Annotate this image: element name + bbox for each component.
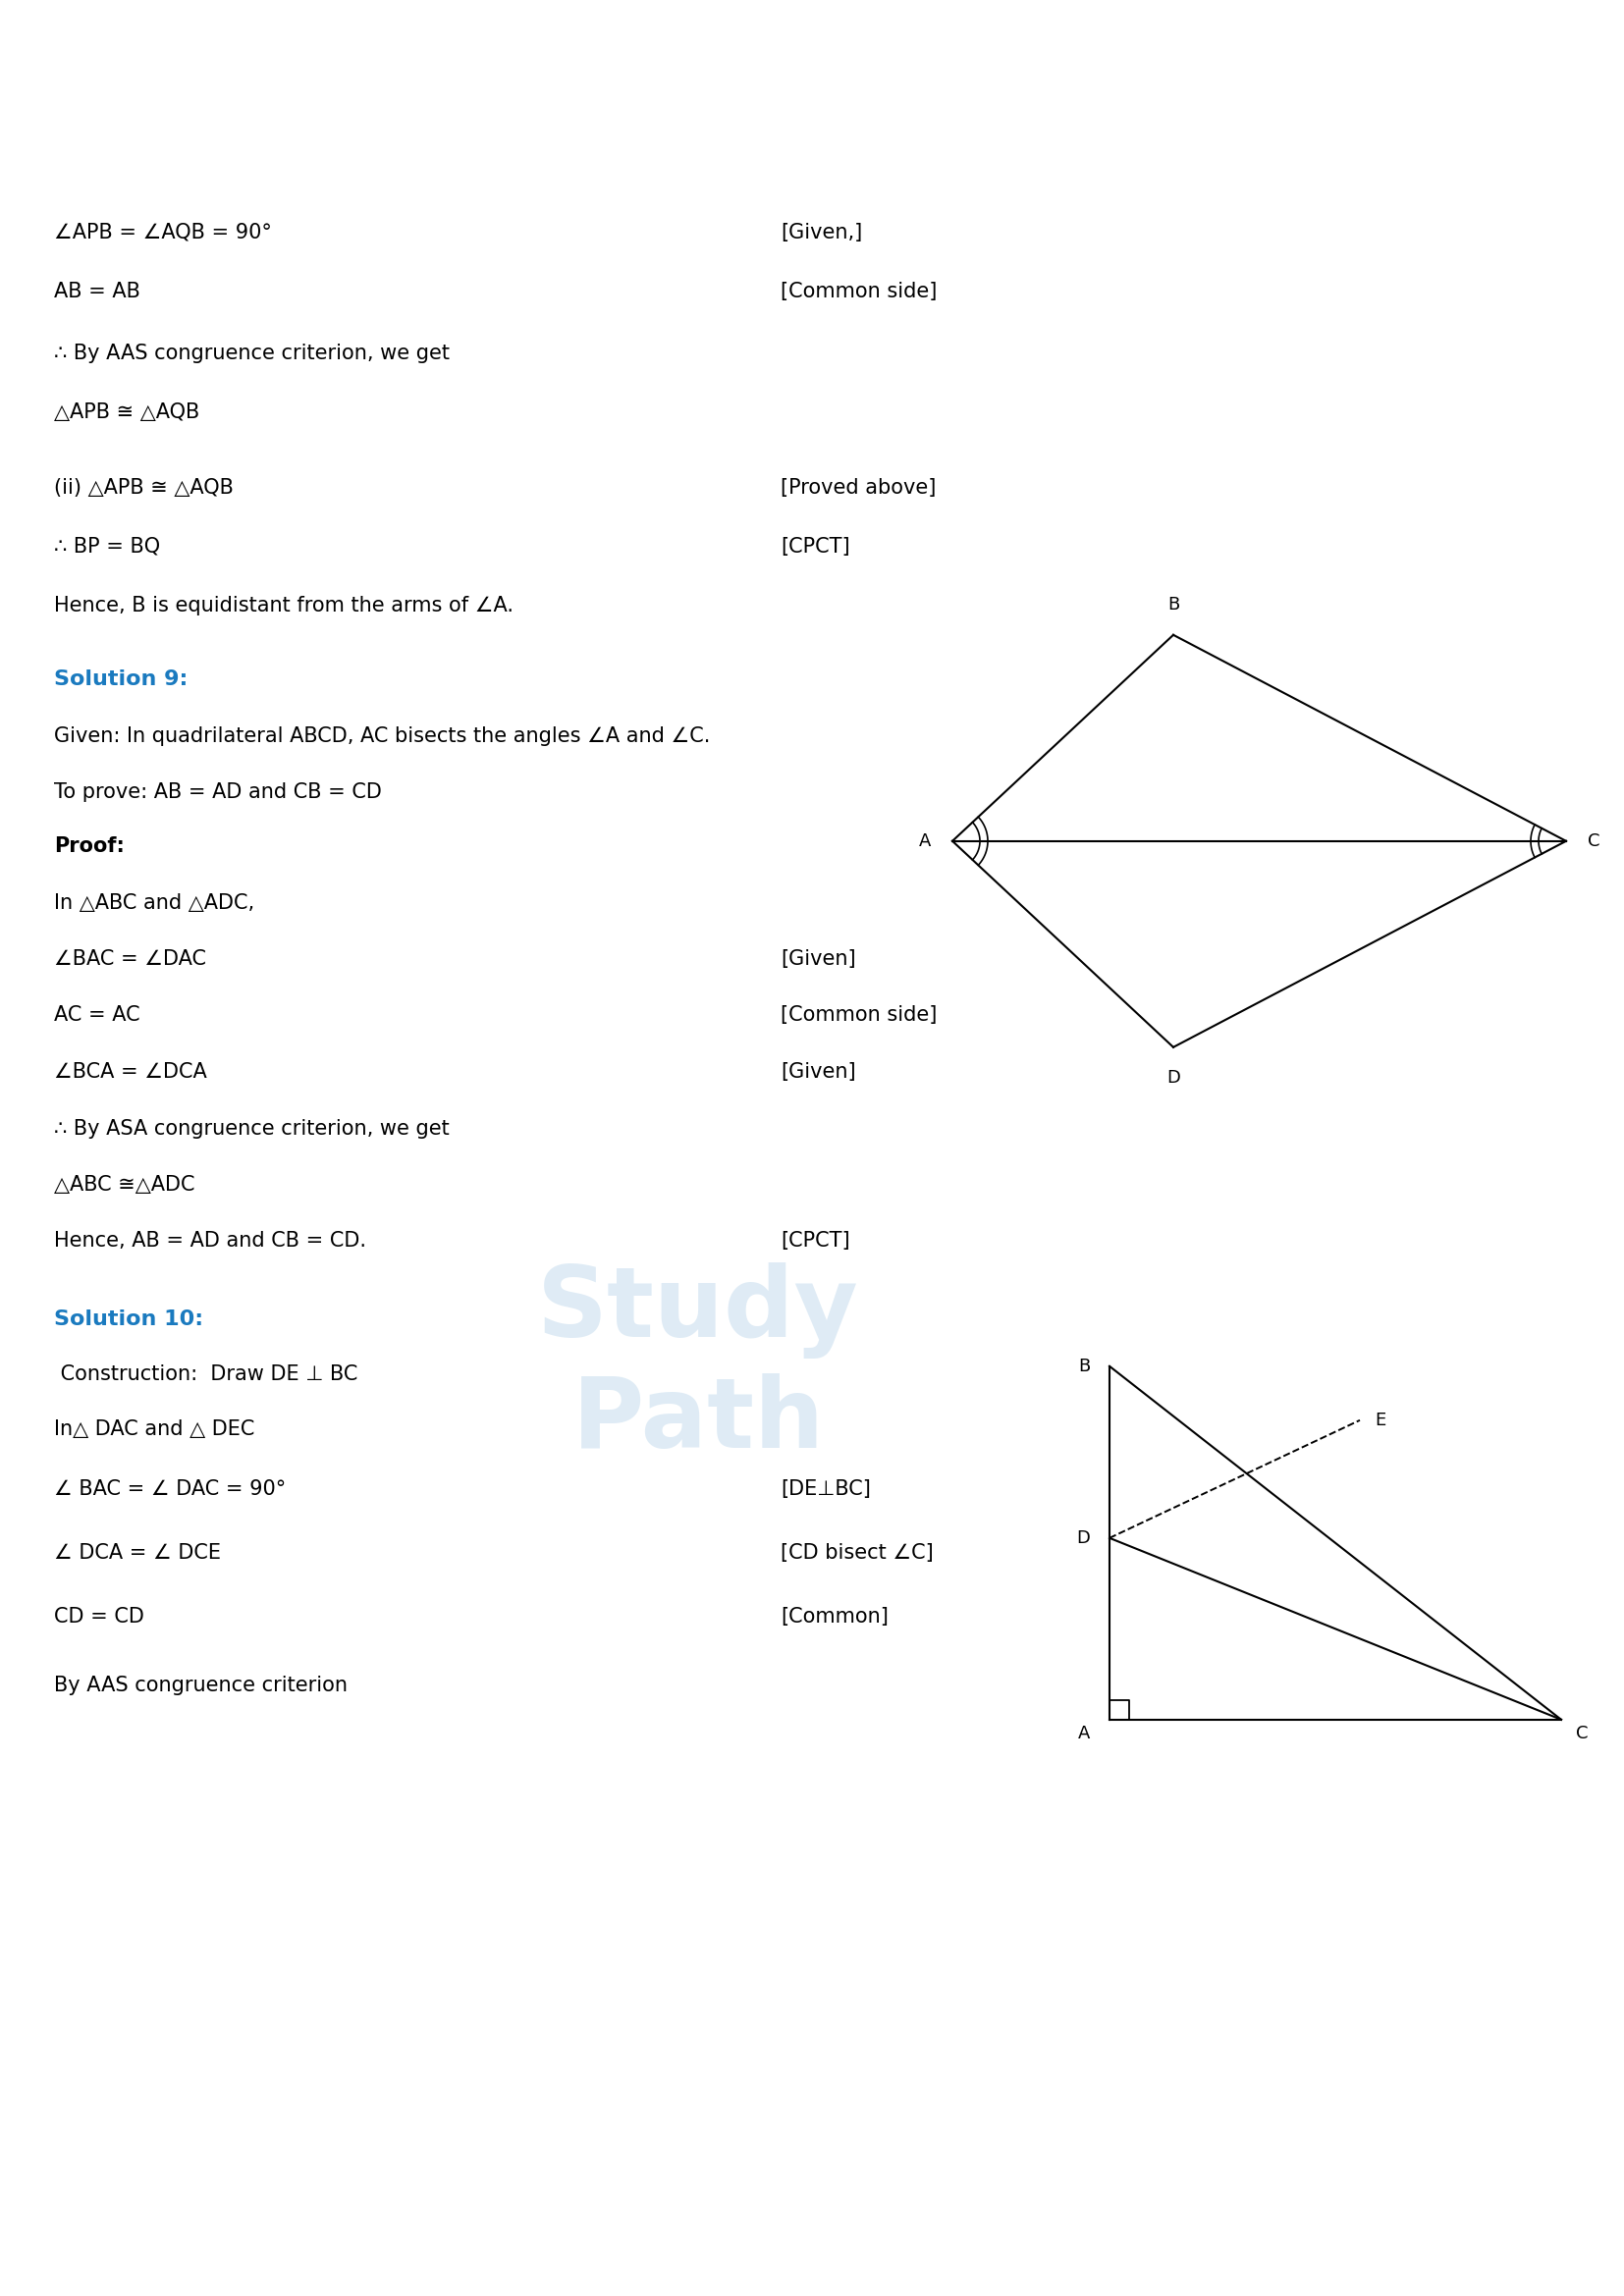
Text: By AAS congruence criterion: By AAS congruence criterion: [54, 1676, 348, 1694]
Text: In △ABC and △ADC,: In △ABC and △ADC,: [54, 893, 255, 914]
Text: ∴ By ASA congruence criterion, we get: ∴ By ASA congruence criterion, we get: [54, 1118, 450, 1139]
Text: ∠ DCA = ∠ DCE: ∠ DCA = ∠ DCE: [54, 1543, 221, 1564]
Text: [Common side]: [Common side]: [781, 282, 937, 301]
Text: [DE⊥BC]: [DE⊥BC]: [781, 1479, 870, 1499]
Text: ∴ By AAS congruence criterion, we get: ∴ By AAS congruence criterion, we get: [54, 344, 450, 363]
Text: Hence, AB = AD and CB = CD.: Hence, AB = AD and CB = CD.: [54, 1231, 367, 1251]
Text: A: A: [919, 831, 931, 850]
Text: (ii) △APB ≅ △AQB: (ii) △APB ≅ △AQB: [54, 478, 234, 498]
Text: [Common]: [Common]: [781, 1607, 888, 1626]
Text: Solution 9:: Solution 9:: [54, 668, 188, 689]
Text: C: C: [1575, 1724, 1588, 1743]
Text: [Given]: [Given]: [781, 948, 856, 969]
Text: [Given]: [Given]: [781, 1063, 856, 1081]
Text: B: B: [1168, 595, 1179, 613]
Text: To prove: AB = AD and CB = CD: To prove: AB = AD and CB = CD: [54, 783, 382, 801]
Text: AB = AB: AB = AB: [54, 282, 140, 301]
Text: ∠APB = ∠AQB = 90°: ∠APB = ∠AQB = 90°: [54, 223, 271, 243]
Text: [CPCT]: [CPCT]: [781, 1231, 849, 1251]
Text: Inequalities in a Triangle: Inequalities in a Triangle: [671, 154, 953, 179]
Text: Class IX: Class IX: [767, 23, 857, 46]
Text: [CPCT]: [CPCT]: [781, 537, 849, 556]
Text: Proof:: Proof:: [54, 836, 125, 856]
Text: Page 7 of 19: Page 7 of 19: [749, 2248, 875, 2266]
Text: ∠BAC = ∠DAC: ∠BAC = ∠DAC: [54, 948, 206, 969]
Text: CD = CD: CD = CD: [54, 1607, 145, 1626]
Text: Solution 10:: Solution 10:: [54, 1309, 203, 1329]
Text: [Given,]: [Given,]: [781, 223, 862, 243]
Text: ∴ BP = BQ: ∴ BP = BQ: [54, 537, 161, 556]
Text: A: A: [1078, 1724, 1090, 1743]
Text: AC = AC: AC = AC: [54, 1006, 140, 1024]
Text: E: E: [1374, 1412, 1385, 1428]
Text: [Proved above]: [Proved above]: [781, 478, 935, 498]
Text: Construction:  Draw DE ⊥ BC: Construction: Draw DE ⊥ BC: [54, 1364, 357, 1384]
Text: ∠ BAC = ∠ DAC = 90°: ∠ BAC = ∠ DAC = 90°: [54, 1479, 286, 1499]
Text: [Common side]: [Common side]: [781, 1006, 937, 1024]
Text: Hence, B is equidistant from the arms of ∠A.: Hence, B is equidistant from the arms of…: [54, 595, 513, 615]
Text: In△ DAC and △ DEC: In△ DAC and △ DEC: [54, 1419, 255, 1440]
Text: C: C: [1588, 831, 1600, 850]
Text: △ABC ≅△ADC: △ABC ≅△ADC: [54, 1176, 195, 1194]
Text: D: D: [1077, 1529, 1090, 1548]
Text: ∠BCA = ∠DCA: ∠BCA = ∠DCA: [54, 1063, 206, 1081]
Text: △APB ≅ △AQB: △APB ≅ △AQB: [54, 402, 200, 422]
Text: B: B: [1078, 1357, 1090, 1375]
Text: D: D: [1166, 1068, 1181, 1086]
Text: Given: In quadrilateral ABCD, AC bisects the angles ∠A and ∠C.: Given: In quadrilateral ABCD, AC bisects…: [54, 726, 710, 746]
Text: Study
Path: Study Path: [538, 1263, 859, 1469]
Text: [CD bisect ∠C]: [CD bisect ∠C]: [781, 1543, 934, 1564]
Text: RS Aggarwal Solutions: RS Aggarwal Solutions: [682, 64, 942, 87]
Text: Chapter 9: Congruence of Triangles and: Chapter 9: Congruence of Triangles and: [581, 110, 1043, 133]
